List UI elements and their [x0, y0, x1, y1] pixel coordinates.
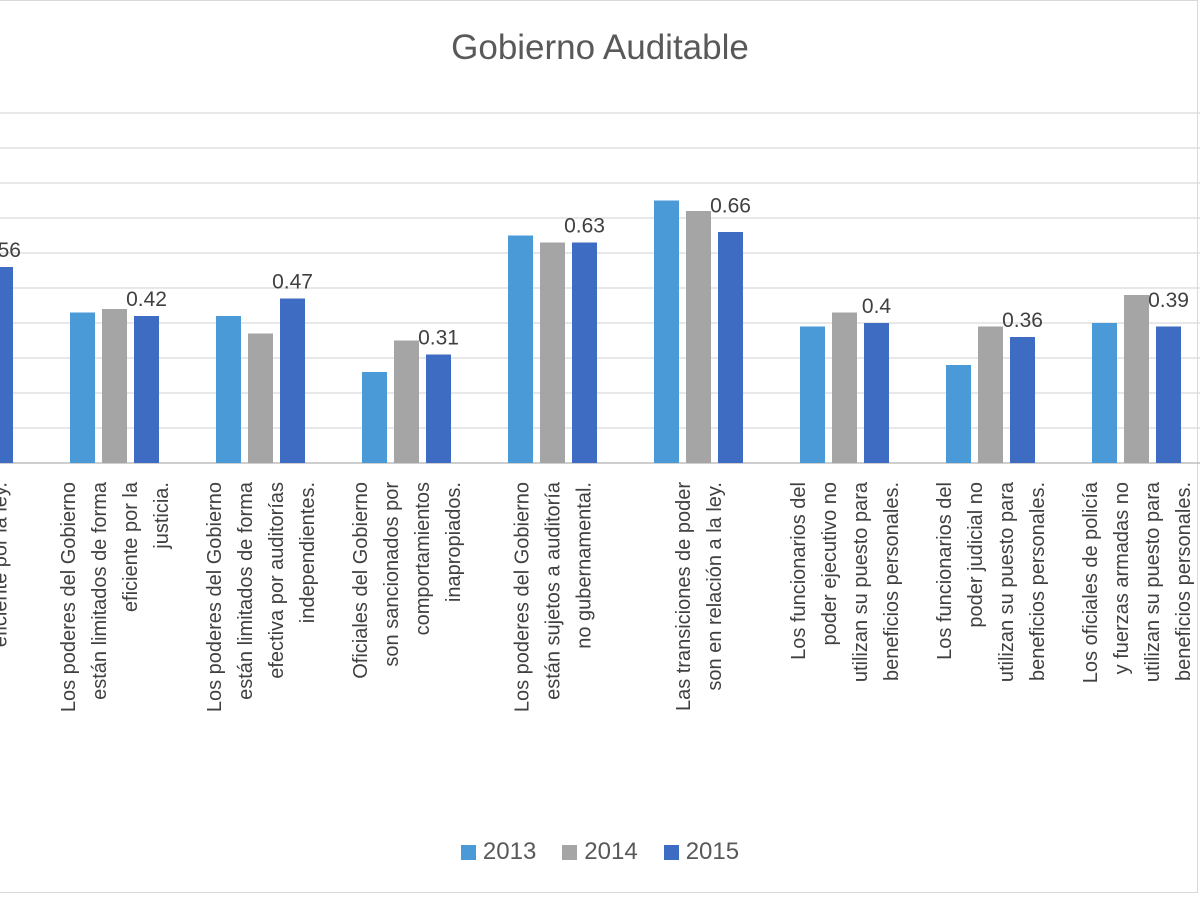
bar	[832, 312, 857, 463]
bar	[216, 316, 241, 463]
category-label: utilizan su puesto para	[850, 481, 872, 682]
category-label: comportamientos	[412, 482, 434, 635]
bar	[280, 298, 305, 463]
bar	[800, 326, 825, 463]
bar	[946, 365, 971, 463]
category-label: justicia.	[151, 482, 173, 550]
bar	[1124, 295, 1149, 463]
category-label: están limitados de forma	[235, 481, 257, 700]
chart-title: Gobierno Auditable	[451, 28, 749, 67]
legend: 2013 2014 2015	[0, 838, 1200, 866]
legend-label-2013: 2013	[482, 838, 537, 865]
category-label: Los funcionarios del	[934, 482, 956, 660]
bar	[248, 333, 273, 463]
data-label: 0.31	[418, 327, 459, 350]
category-label: Oficiales del Gobierno	[350, 482, 372, 679]
legend-item-2015: 2015	[663, 838, 740, 866]
category-label: están sujetos a auditoría	[543, 481, 565, 700]
category-label: son en relación a la ley.	[704, 482, 726, 691]
bar	[1010, 337, 1035, 463]
bar	[686, 211, 711, 463]
bar	[1156, 326, 1181, 463]
legend-label-2014: 2014	[584, 838, 638, 865]
legend-item-2014: 2014	[562, 838, 638, 866]
bar	[102, 309, 127, 463]
data-label: 0.47	[272, 271, 313, 294]
category-label: no gubernamental.	[574, 482, 596, 649]
data-label: 0.63	[564, 215, 605, 238]
category-label: Las transiciones de poder	[673, 482, 695, 711]
bar	[0, 267, 13, 463]
category-label: son sancionados por	[381, 482, 403, 667]
category-label: Los poderes del Gobierno	[512, 482, 534, 712]
category-label: Los poderes del Gobierno	[204, 482, 226, 712]
data-label: 0.39	[1148, 289, 1189, 312]
bar	[362, 372, 387, 463]
bar	[134, 316, 159, 463]
data-label: 0.36	[1002, 309, 1043, 332]
category-label: eficiente por la ley.	[0, 482, 12, 647]
category-label: beneficios personales.	[1027, 482, 1049, 681]
legend-swatch-2013	[460, 844, 476, 860]
bar	[540, 242, 565, 463]
data-label: 0.4	[862, 295, 892, 318]
bar	[864, 323, 889, 463]
category-label: inapropiados.	[443, 482, 465, 602]
category-label: poder judicial no	[965, 482, 987, 628]
category-label: están limitados de forma	[89, 481, 111, 700]
bar	[978, 326, 1003, 463]
category-label: y fuerzas armadas no	[1111, 482, 1133, 674]
legend-swatch-2014	[562, 844, 578, 860]
category-label: poder ejecutivo no	[819, 482, 841, 645]
bar	[718, 232, 743, 463]
bar	[1092, 323, 1117, 463]
category-label: Los funcionarios del	[788, 482, 810, 660]
category-label: eficiente por la	[120, 481, 142, 612]
category-label: efectiva por auditorías	[266, 482, 288, 679]
category-label: utilizan su puesto para	[1142, 481, 1164, 682]
category-label: beneficios personales.	[1173, 482, 1195, 681]
category-label: Los oficiales de policía	[1080, 481, 1102, 683]
legend-item-2013: 2013	[460, 838, 537, 866]
bar	[70, 312, 95, 463]
bar	[426, 354, 451, 463]
category-label: Los poderes del Gobierno	[58, 482, 80, 712]
category-label: utilizan su puesto para	[996, 481, 1018, 682]
legend-swatch-2015	[663, 844, 679, 860]
bar	[394, 340, 419, 463]
data-label: 0.66	[710, 195, 751, 218]
bar	[572, 242, 597, 463]
data-label: 0.42	[126, 288, 167, 311]
category-label: independientes.	[297, 482, 319, 623]
bar	[508, 235, 533, 463]
data-label: 0.56	[0, 239, 21, 262]
legend-label-2015: 2015	[685, 838, 740, 865]
category-label: beneficios personales.	[881, 482, 903, 681]
bar	[654, 200, 679, 463]
